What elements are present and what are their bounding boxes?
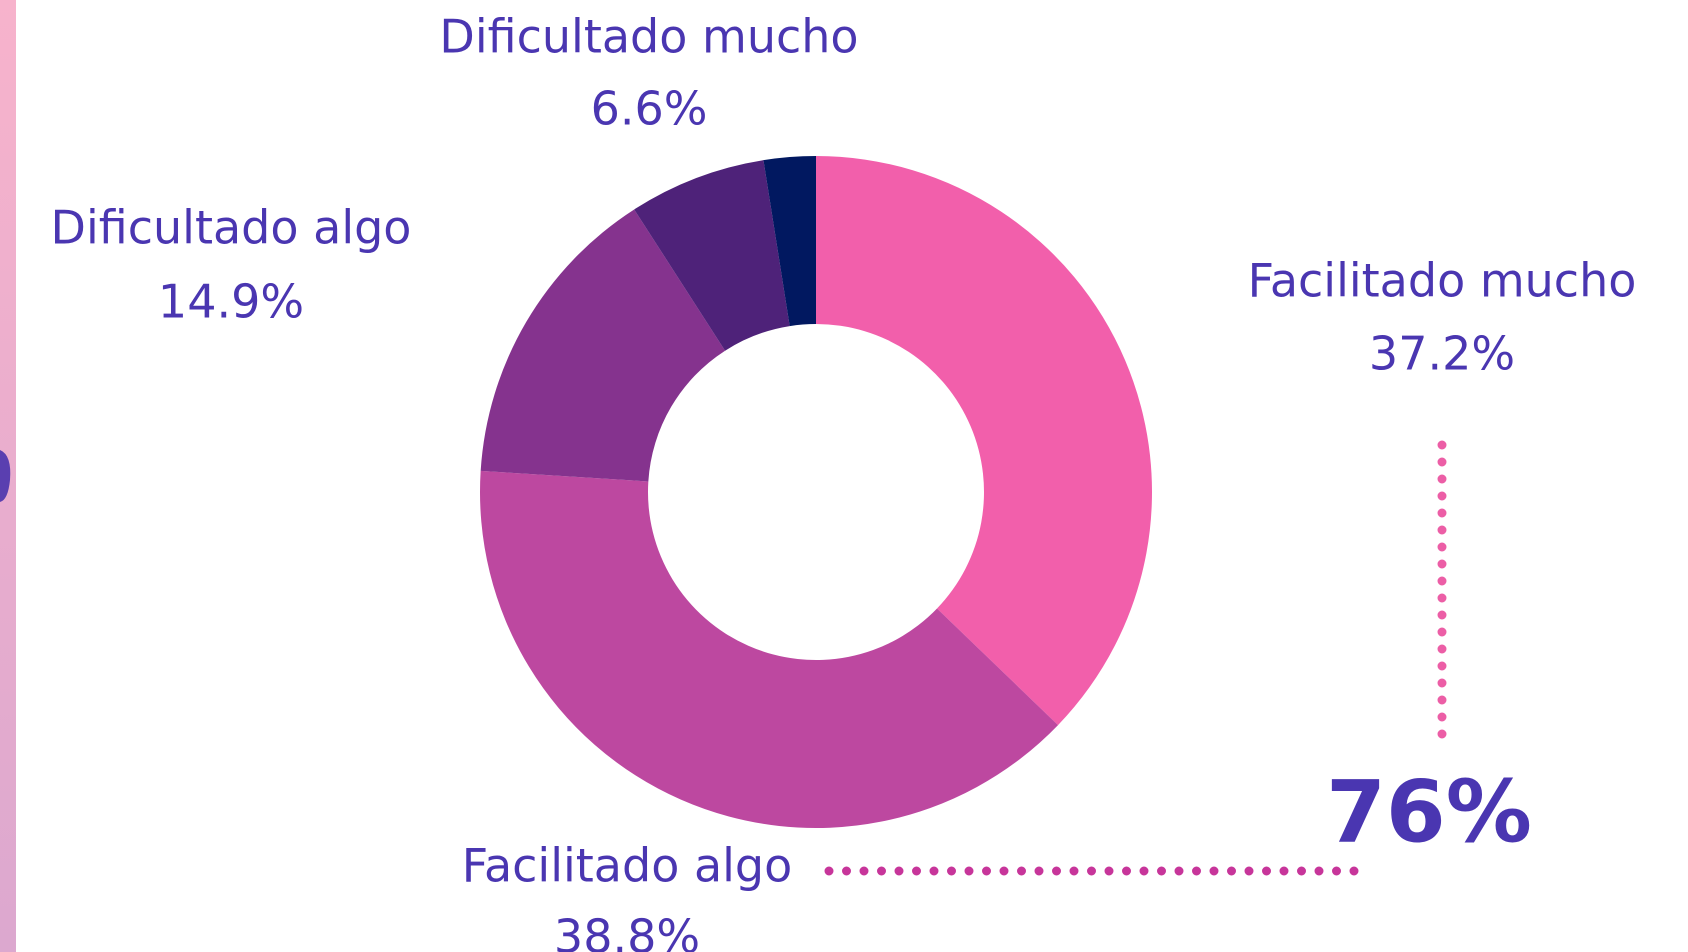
- annotation: 76%: [1326, 762, 1532, 862]
- value-label: 37.2%: [1369, 327, 1515, 381]
- slice-label: Dificultado mucho: [439, 10, 858, 64]
- side-decoration: [0, 450, 11, 502]
- slice-label: Dificultado algo: [51, 201, 412, 255]
- value-label: 6.6%: [591, 82, 708, 136]
- donut-slice: [634, 160, 790, 351]
- donut-slice: [480, 209, 726, 482]
- value-label: 14.9%: [158, 275, 304, 329]
- donut: [480, 156, 1152, 828]
- donut-slice: [480, 470, 1059, 828]
- donut-slice: [816, 156, 1152, 726]
- donut-slice: [763, 156, 816, 327]
- value-label: 38.8%: [554, 910, 700, 952]
- slice-label: Facilitado mucho: [1248, 254, 1637, 308]
- slice-label: Facilitado algo: [462, 839, 793, 893]
